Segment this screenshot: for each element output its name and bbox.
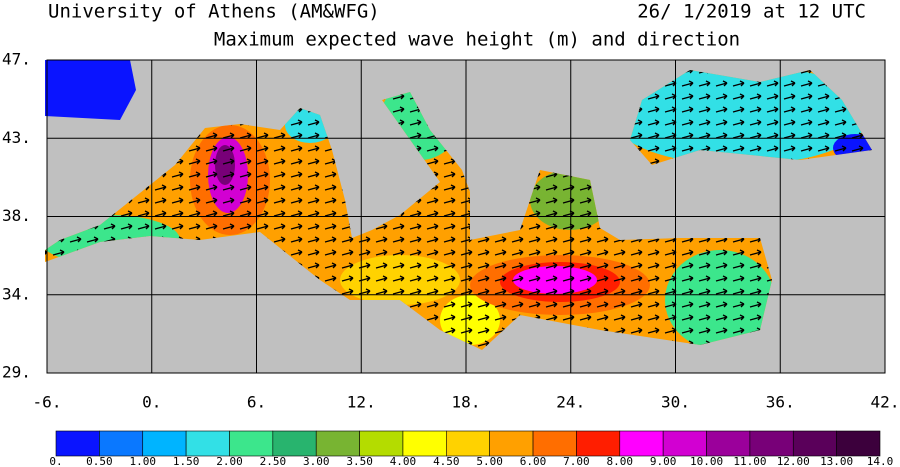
header-right: 26/ 1/2019 at 12 UTC [637,1,866,23]
lat-label: 34. [2,284,31,303]
legend-label: 7.00 [563,455,590,467]
lon-label: 18. [452,393,481,412]
legend-swatch [402,430,447,457]
legend-label: 1.50 [173,455,200,467]
legend-label: 8.00 [607,455,634,467]
lat-label: 43. [2,128,31,147]
legend-label: 3.00 [303,455,330,467]
lon-label: 12. [347,393,376,412]
legend-swatch [185,430,230,457]
lat-label: 38. [2,206,31,225]
legend-swatch [99,430,144,457]
legend-swatch [792,430,837,457]
legend-label: 13.00 [820,455,853,467]
legend-swatch [532,430,577,457]
legend-label: 2.00 [216,455,243,467]
legend-label: 4.00 [390,455,417,467]
atlantic [45,60,136,120]
legend-swatch [229,430,274,457]
legend-swatch [55,430,100,457]
legend-swatch [576,430,621,457]
legend-swatch [489,430,534,457]
lon-label: 24. [556,393,585,412]
map-frame [46,59,886,374]
lat-label: 29. [2,363,31,382]
legend-swatch [359,430,404,457]
legend-swatch [749,430,794,457]
legend-swatch [619,430,664,457]
legend-label: 3.50 [346,455,373,467]
lon-label: 0. [142,393,161,412]
legend-swatch [142,430,187,457]
legend-swatch [706,430,751,457]
lon-label: 36. [766,393,795,412]
legend-label: 6.00 [520,455,547,467]
legend-label: 5.00 [476,455,503,467]
legend-label: 14.0 [867,455,894,467]
legend-swatch [836,430,881,457]
legend-swatch [662,430,707,457]
legend-label: 0. [49,455,62,467]
lon-label: -6. [33,393,62,412]
legend-label: 2.50 [260,455,287,467]
header-left: University of Athens (AM&WFG) [48,1,380,23]
legend-label: 1.00 [129,455,156,467]
grid [47,60,885,373]
legend-swatch [272,430,317,457]
lon-label: 30. [661,393,690,412]
lon-label: 6. [247,393,266,412]
legend-label: 4.50 [433,455,460,467]
map-title: Maximum expected wave height (m) and dir… [214,29,740,51]
legend-label: 11.00 [733,455,766,467]
legend-label: 9.00 [650,455,677,467]
legend-label: 0.50 [86,455,113,467]
lon-label: 42. [871,393,900,412]
legend-label: 10.00 [690,455,723,467]
legend-swatch [446,430,490,457]
legend-swatch [315,430,360,457]
legend-label: 12.00 [777,455,810,467]
lat-label: 47. [2,50,31,69]
